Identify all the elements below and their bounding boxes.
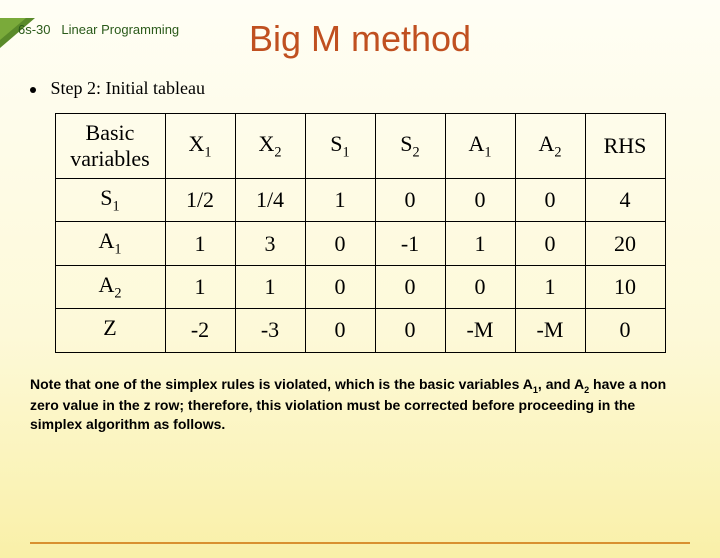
header-s1: S1 (305, 114, 375, 179)
cell: -M (445, 309, 515, 352)
table-row: Z -2 -3 0 0 -M -M 0 (55, 309, 665, 352)
cell: 1 (165, 265, 235, 308)
page-number: 6s-30 (18, 22, 51, 37)
cell: -M (515, 309, 585, 352)
tableau-table: Basic variables X1 X2 S1 S2 A1 A2 RHS S1… (55, 113, 666, 353)
header-x1: X1 (165, 114, 235, 179)
cell: 0 (585, 309, 665, 352)
cell: 1 (165, 222, 235, 265)
header-rhs: RHS (585, 114, 665, 179)
header-basic: Basic variables (55, 114, 165, 179)
cell: 1 (515, 265, 585, 308)
cell: 1 (235, 265, 305, 308)
cell: 1/2 (165, 179, 235, 222)
header-a1: A1 (445, 114, 515, 179)
note-part1: Note that one of the simplex rules is vi… (30, 376, 533, 392)
cell: 0 (375, 265, 445, 308)
row-bv: A1 (55, 222, 165, 265)
cell: 0 (375, 179, 445, 222)
cell: 20 (585, 222, 665, 265)
cell: 0 (305, 222, 375, 265)
table-row: A1 1 3 0 -1 1 0 20 (55, 222, 665, 265)
cell: 0 (375, 309, 445, 352)
table-header-row: Basic variables X1 X2 S1 S2 A1 A2 RHS (55, 114, 665, 179)
row-bv: A2 (55, 265, 165, 308)
header-x2: X2 (235, 114, 305, 179)
cell: 0 (515, 179, 585, 222)
step-label: Step 2: Initial tableau (30, 78, 720, 99)
section-name: Linear Programming (61, 22, 179, 37)
cell: 1 (445, 222, 515, 265)
cell: 1 (305, 179, 375, 222)
cell: 0 (305, 309, 375, 352)
header-a2: A2 (515, 114, 585, 179)
cell: 10 (585, 265, 665, 308)
step-text: Step 2: Initial tableau (51, 78, 205, 98)
footnote: Note that one of the simplex rules is vi… (30, 375, 690, 434)
note-part2: , and A (538, 376, 584, 392)
cell: 3 (235, 222, 305, 265)
cell: 0 (445, 265, 515, 308)
divider (30, 542, 690, 544)
cell: -2 (165, 309, 235, 352)
table-row: A2 1 1 0 0 0 1 10 (55, 265, 665, 308)
row-bv: S1 (55, 179, 165, 222)
cell: -1 (375, 222, 445, 265)
header-label: 6s-30 Linear Programming (18, 22, 179, 37)
cell: 0 (515, 222, 585, 265)
cell: 4 (585, 179, 665, 222)
row-bv: Z (55, 309, 165, 352)
cell: 1/4 (235, 179, 305, 222)
table-row: S1 1/2 1/4 1 0 0 0 4 (55, 179, 665, 222)
cell: -3 (235, 309, 305, 352)
bullet-icon (30, 87, 36, 93)
header-s2: S2 (375, 114, 445, 179)
cell: 0 (305, 265, 375, 308)
cell: 0 (445, 179, 515, 222)
